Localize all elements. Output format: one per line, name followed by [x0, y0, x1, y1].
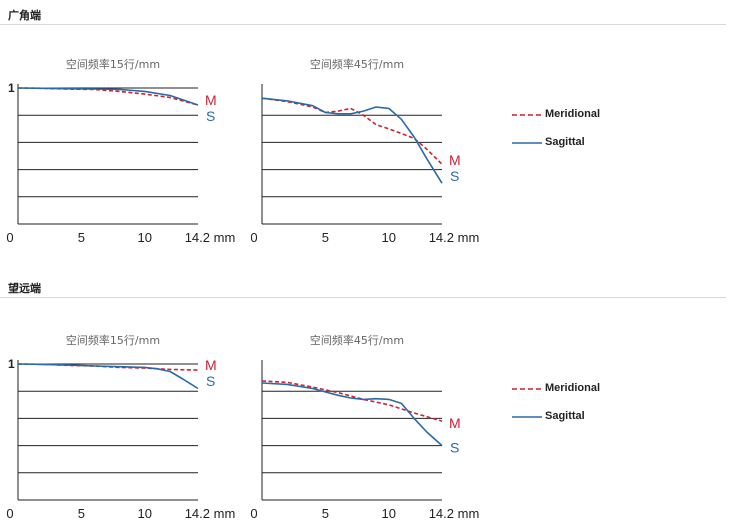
x-tick-label: 14.2 mm — [185, 230, 236, 245]
series-end-label-m: M — [449, 415, 461, 431]
section-title-wide: 广角端 — [8, 9, 41, 22]
series-line-sagittal — [17, 363, 199, 390]
legend-meridional-swatch — [512, 388, 542, 390]
x-tick-label: 10 — [382, 230, 396, 245]
x-tick-label: 0 — [250, 506, 257, 521]
x-tick-label: 5 — [322, 230, 329, 245]
chart-title: 空间频率45行/mm — [310, 57, 404, 71]
x-tick-label: 10 — [382, 506, 396, 521]
chart-title: 空间频率15行/mm — [66, 333, 160, 347]
legend-sagittal-label: Sagittal — [545, 410, 585, 422]
section-divider — [0, 297, 726, 298]
x-tick-label: 0 — [6, 506, 13, 521]
mtf-chart-2: 空间频率45行/mm 0 5 10 14.2 mm MS — [250, 57, 479, 245]
x-tick-label: 10 — [138, 230, 152, 245]
x-tick-label: 5 — [322, 506, 329, 521]
chart-title: 空间频率45行/mm — [310, 333, 404, 347]
x-tick-label: 5 — [78, 506, 85, 521]
section-title-tele: 望远端 — [8, 282, 41, 295]
legend-sagittal-swatch — [512, 416, 542, 418]
x-tick-label: 0 — [6, 230, 13, 245]
mtf-chart-4: 空间频率45行/mm 0 5 10 14.2 mm MS — [250, 333, 479, 521]
chart-title: 空间频率15行/mm — [66, 57, 160, 71]
y-tick-label: 1 — [8, 357, 15, 371]
section-divider — [0, 24, 726, 25]
series-end-label-s: S — [450, 440, 459, 456]
x-tick-label: 14.2 mm — [429, 506, 480, 521]
series-line-sagittal — [261, 382, 443, 447]
legend-meridional-label: Meridional — [545, 382, 601, 394]
series-line-sagittal — [17, 87, 199, 106]
x-tick-label: 10 — [138, 506, 152, 521]
legend-meridional-label: Meridional — [545, 108, 601, 120]
x-tick-label: 0 — [250, 230, 257, 245]
series-line-meridional — [261, 380, 443, 422]
series-end-label-s: S — [206, 373, 215, 389]
series-end-label-m: M — [205, 357, 217, 373]
series-end-label-m: M — [205, 92, 217, 108]
legend-meridional-swatch — [512, 114, 542, 116]
x-tick-label: 14.2 mm — [185, 506, 236, 521]
series-end-label-s: S — [450, 168, 459, 184]
series-line-meridional — [261, 97, 443, 165]
series-end-label-s: S — [206, 108, 215, 124]
series-end-label-m: M — [449, 152, 461, 168]
legend-sagittal-swatch — [512, 142, 542, 144]
x-tick-label: 5 — [78, 230, 85, 245]
y-tick-label: 1 — [8, 81, 15, 95]
legend-sagittal-label: Sagittal — [545, 136, 585, 148]
series-line-sagittal — [261, 97, 443, 184]
x-tick-label: 14.2 mm — [429, 230, 480, 245]
